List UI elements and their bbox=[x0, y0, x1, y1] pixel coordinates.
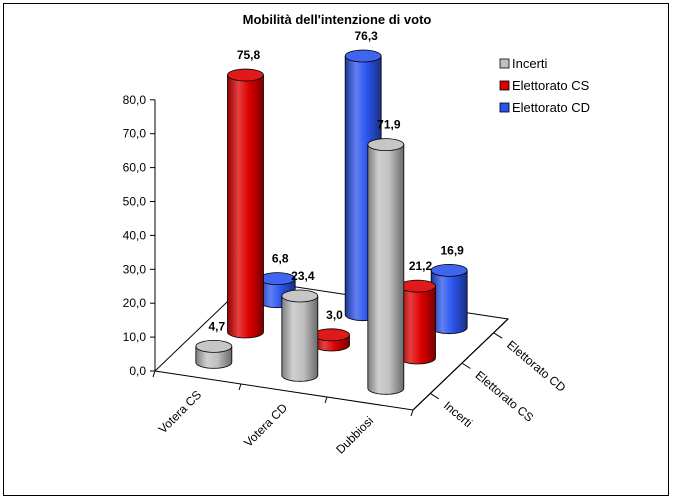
bar-incerti bbox=[281, 289, 319, 382]
bar-elettorato-cs bbox=[227, 68, 264, 339]
bar-top bbox=[399, 279, 436, 293]
data-label: 4,7 bbox=[208, 319, 225, 333]
depth-tick-mark bbox=[493, 332, 503, 339]
data-label: 16,9 bbox=[440, 243, 464, 257]
y-tick-label: 40,0 bbox=[123, 228, 147, 242]
y-axis-ticks: 0,0 10,0 20,0 30,0 40,0 50,0 60,0 70,0 80,0 bbox=[123, 93, 155, 378]
depth-tick-mark bbox=[462, 363, 471, 369]
y-tick-label: 0,0 bbox=[129, 364, 146, 378]
legend-label: Elettorato CS bbox=[512, 78, 590, 93]
x-tick-mark bbox=[238, 383, 242, 391]
chart-title: Mobilità dell'intenzione di voto bbox=[243, 12, 432, 27]
y-tick-label: 80,0 bbox=[123, 93, 147, 107]
bar-elettorato-cs bbox=[313, 328, 350, 352]
bar-body bbox=[399, 285, 436, 365]
bar-body bbox=[227, 74, 264, 339]
legend-label: Incerti bbox=[512, 56, 548, 71]
depth-axis-line bbox=[412, 318, 509, 411]
data-label: 21,2 bbox=[409, 259, 433, 273]
bar-top bbox=[281, 289, 319, 303]
data-label: 23,4 bbox=[291, 269, 315, 283]
legend-swatch bbox=[499, 102, 510, 113]
y-tick-label: 30,0 bbox=[123, 262, 147, 276]
depth-axis-label: Elettorato CS bbox=[473, 368, 537, 425]
bar-incerti bbox=[367, 138, 405, 395]
x-category-label: Dubbiosi bbox=[333, 414, 376, 457]
data-label: 76,3 bbox=[354, 29, 378, 43]
bar-elettorato-cs bbox=[399, 279, 436, 365]
bar-top bbox=[227, 68, 264, 82]
depth-axis-label: Incerti bbox=[441, 398, 475, 430]
bar-top bbox=[195, 340, 233, 353]
x-tick-mark bbox=[410, 409, 414, 417]
legend-swatch bbox=[499, 80, 510, 91]
legend: Incerti Elettorato CS Elettorato CD bbox=[497, 52, 615, 124]
bar-top bbox=[344, 49, 382, 63]
depth-axis-label: Elettorato CD bbox=[504, 338, 568, 395]
bar-top bbox=[313, 328, 350, 342]
data-label: 6,8 bbox=[272, 252, 289, 266]
y-tick-label: 60,0 bbox=[123, 161, 147, 175]
bar-body bbox=[430, 269, 468, 335]
y-tick-label: 70,0 bbox=[123, 127, 147, 141]
data-label: 75,8 bbox=[237, 48, 261, 62]
x-category-label: Votera CS bbox=[156, 388, 205, 437]
x-category-label: Votera CD bbox=[241, 400, 290, 449]
bar-incerti bbox=[195, 340, 233, 369]
bar-top bbox=[258, 272, 296, 286]
bar-body bbox=[367, 144, 405, 395]
legend-box bbox=[497, 52, 615, 124]
data-labels: 6,8 76,3 16,9 75,8 3,0 21,2 4,7 23,4 71,9 bbox=[208, 29, 464, 333]
legend-label: Elettorato CD bbox=[512, 100, 590, 115]
bar-elettorato-cd bbox=[430, 263, 468, 335]
data-label: 71,9 bbox=[377, 118, 401, 132]
bar-top bbox=[430, 263, 468, 277]
legend-swatch bbox=[499, 58, 510, 69]
x-tick-mark bbox=[152, 370, 156, 378]
y-tick-label: 20,0 bbox=[123, 296, 147, 310]
y-tick-label: 10,0 bbox=[123, 330, 147, 344]
y-tick-label: 50,0 bbox=[123, 195, 147, 209]
bar-body bbox=[281, 295, 319, 382]
x-tick-mark bbox=[324, 396, 328, 404]
bars bbox=[195, 49, 468, 395]
data-label: 3,0 bbox=[326, 308, 343, 322]
depth-tick-mark bbox=[430, 393, 440, 400]
bar-top bbox=[367, 138, 405, 151]
